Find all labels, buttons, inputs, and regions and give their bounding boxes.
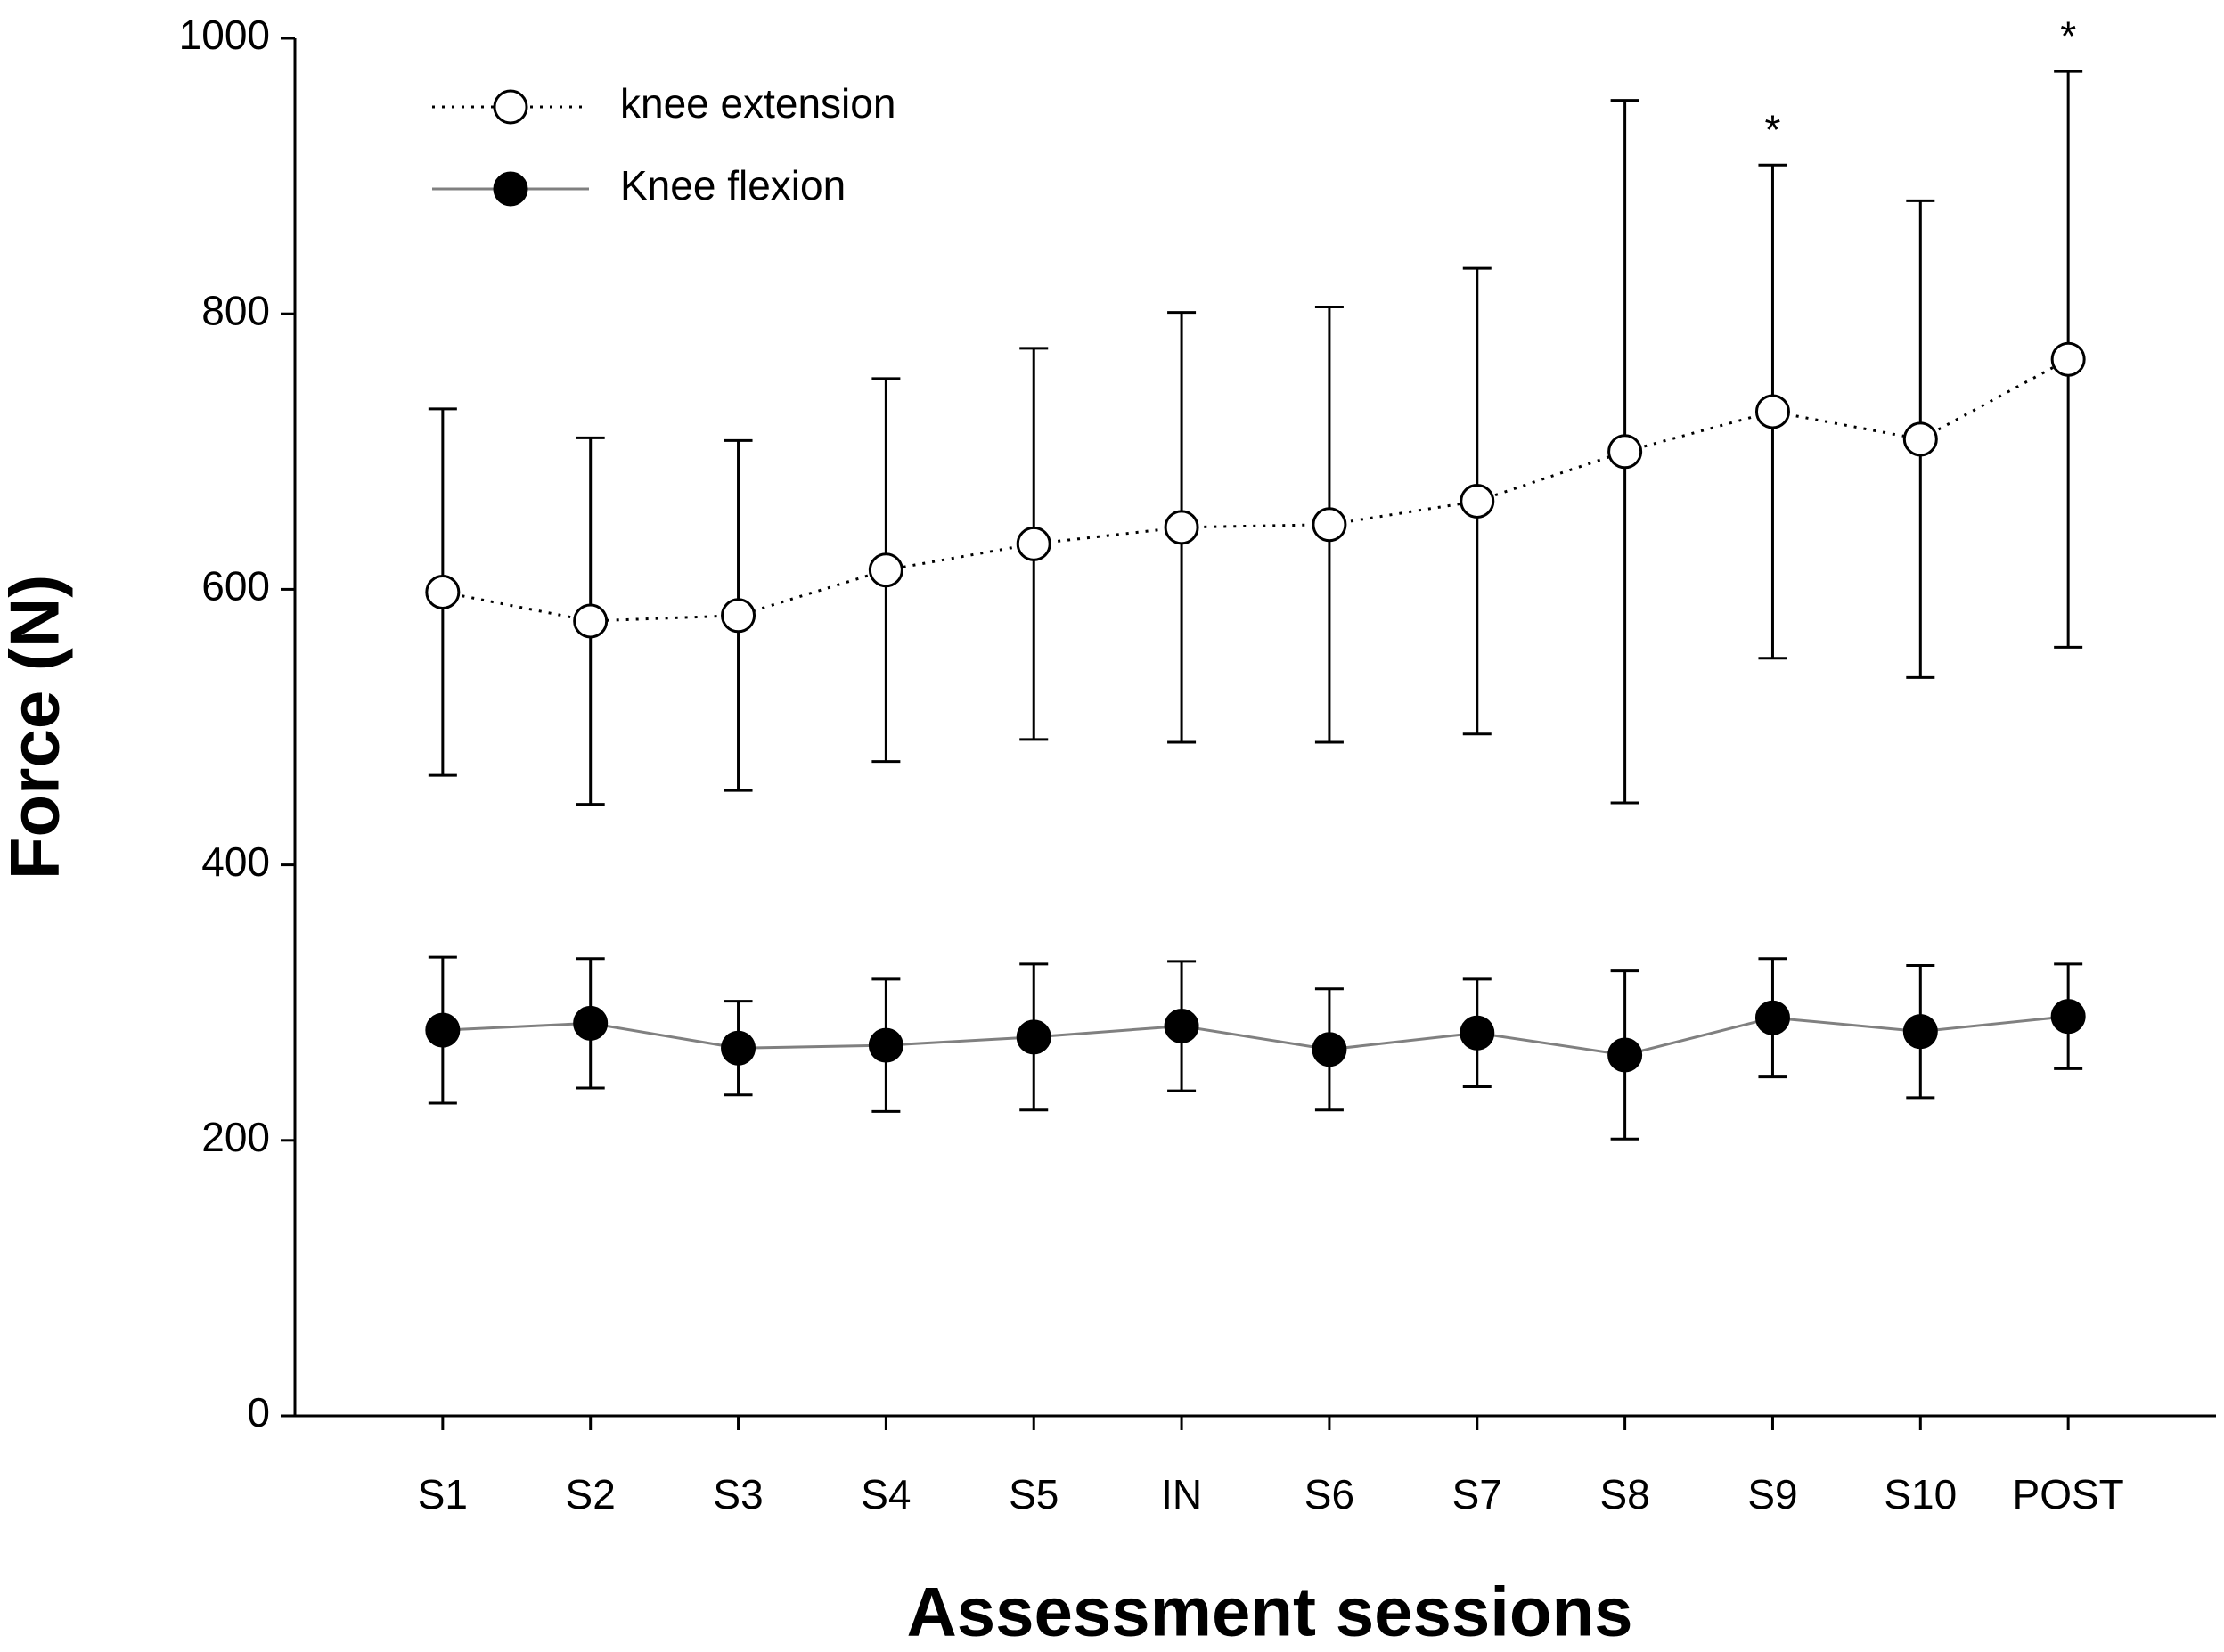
x-tick-label: S7 <box>1452 1471 1502 1517</box>
marker <box>721 598 756 634</box>
marker <box>1016 1019 1051 1055</box>
series-line <box>442 357 2069 623</box>
x-tick-label: S9 <box>1747 1471 1797 1517</box>
y-tick-label: 0 <box>247 1389 270 1435</box>
marker <box>2050 999 2086 1035</box>
marker <box>1164 510 1199 545</box>
marker <box>1016 526 1051 561</box>
x-axis-title: Assessment sessions <box>906 1573 1632 1651</box>
marker <box>721 1030 756 1066</box>
x-tick-label: POST <box>2013 1471 2124 1517</box>
marker <box>1312 1032 1347 1067</box>
marker <box>1607 434 1643 470</box>
x-tick-label: S8 <box>1599 1471 1649 1517</box>
marker <box>425 574 461 609</box>
marker <box>868 1027 904 1063</box>
x-tick-label: S2 <box>566 1471 616 1517</box>
marker <box>425 1012 461 1048</box>
marker <box>1460 1015 1495 1051</box>
x-tick-label: S1 <box>418 1471 468 1517</box>
significance-marker: * <box>1765 106 1781 152</box>
x-tick-label: S10 <box>1884 1471 1957 1517</box>
marker <box>573 1005 609 1041</box>
x-tick-label: S6 <box>1304 1471 1354 1517</box>
legend-marker <box>493 171 528 207</box>
series-line <box>442 1015 2069 1057</box>
marker <box>1754 394 1790 429</box>
legend-label: Knee flexion <box>620 162 846 209</box>
marker <box>868 552 904 588</box>
y-axis-title: Force (N) <box>0 575 74 879</box>
marker <box>1607 1037 1643 1073</box>
legend-marker <box>493 89 528 125</box>
marker <box>1902 421 1938 457</box>
y-tick-label: 800 <box>201 287 270 333</box>
marker <box>1312 507 1347 543</box>
legend-label: knee extension <box>620 80 895 127</box>
significance-marker: * <box>2060 12 2076 59</box>
x-tick-label: S5 <box>1009 1471 1059 1517</box>
marker <box>1902 1014 1938 1050</box>
marker <box>1460 483 1495 519</box>
y-tick-label: 400 <box>201 838 270 885</box>
x-tick-label: S3 <box>713 1471 763 1517</box>
y-tick-label: 600 <box>201 563 270 609</box>
marker <box>1164 1008 1199 1043</box>
y-tick-label: 1000 <box>179 12 270 58</box>
x-tick-label: IN <box>1161 1471 1202 1517</box>
marker <box>2050 341 2086 377</box>
marker <box>573 603 609 639</box>
y-tick-label: 200 <box>201 1114 270 1160</box>
x-tick-label: S4 <box>861 1471 911 1517</box>
marker <box>1754 1000 1790 1035</box>
